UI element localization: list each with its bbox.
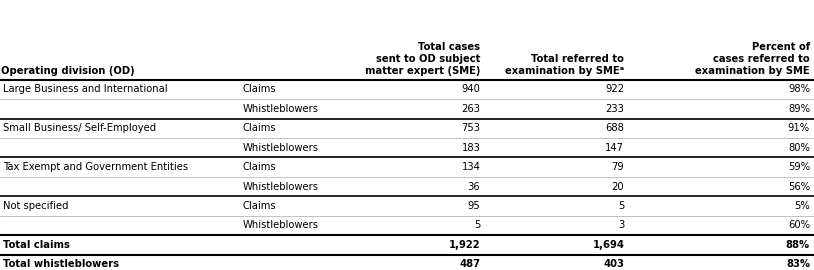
Text: Whistleblowers: Whistleblowers (243, 104, 318, 114)
Text: Whistleblowers: Whistleblowers (243, 220, 318, 231)
Text: 487: 487 (459, 259, 480, 269)
Text: Total claims: Total claims (3, 240, 70, 250)
Text: 263: 263 (462, 104, 480, 114)
Text: Operating division (OD): Operating division (OD) (1, 66, 134, 76)
Text: Small Business/ Self-Employed: Small Business/ Self-Employed (3, 123, 156, 133)
Text: Tax Exempt and Government Entities: Tax Exempt and Government Entities (3, 162, 188, 172)
Text: 88%: 88% (786, 240, 810, 250)
Text: 59%: 59% (788, 162, 810, 172)
Text: 922: 922 (606, 84, 624, 94)
Text: 98%: 98% (788, 84, 810, 94)
Text: Claims: Claims (243, 201, 276, 211)
Text: 5%: 5% (794, 201, 810, 211)
Text: 80%: 80% (788, 143, 810, 153)
Text: 20: 20 (611, 181, 624, 192)
Text: Not specified: Not specified (3, 201, 68, 211)
Text: 688: 688 (606, 123, 624, 133)
Text: 56%: 56% (788, 181, 810, 192)
Text: 83%: 83% (786, 259, 810, 269)
Text: Claims: Claims (243, 162, 276, 172)
Text: 95: 95 (467, 201, 480, 211)
Text: Whistleblowers: Whistleblowers (243, 143, 318, 153)
Text: 5: 5 (618, 201, 624, 211)
Text: 403: 403 (603, 259, 624, 269)
Text: 940: 940 (462, 84, 480, 94)
Text: 89%: 89% (788, 104, 810, 114)
Text: 753: 753 (462, 123, 480, 133)
Text: Large Business and International: Large Business and International (3, 84, 168, 94)
Text: 147: 147 (606, 143, 624, 153)
Text: 134: 134 (462, 162, 480, 172)
Text: 3: 3 (618, 220, 624, 231)
Text: 233: 233 (606, 104, 624, 114)
Text: Total whistleblowers: Total whistleblowers (3, 259, 120, 269)
Text: 91%: 91% (788, 123, 810, 133)
Text: 5: 5 (474, 220, 480, 231)
Text: Whistleblowers: Whistleblowers (243, 181, 318, 192)
Text: 60%: 60% (788, 220, 810, 231)
Text: Claims: Claims (243, 123, 276, 133)
Text: Claims: Claims (243, 84, 276, 94)
Text: 183: 183 (462, 143, 480, 153)
Text: 1,694: 1,694 (593, 240, 624, 250)
Text: Percent of
cases referred to
examination by SME: Percent of cases referred to examination… (695, 42, 810, 76)
Text: 36: 36 (467, 181, 480, 192)
Text: Total cases
sent to OD subject
matter expert (SME): Total cases sent to OD subject matter ex… (365, 42, 480, 76)
Text: 79: 79 (611, 162, 624, 172)
Text: Total referred to
examination by SMEᵃ: Total referred to examination by SMEᵃ (505, 54, 624, 76)
Text: 1,922: 1,922 (449, 240, 480, 250)
